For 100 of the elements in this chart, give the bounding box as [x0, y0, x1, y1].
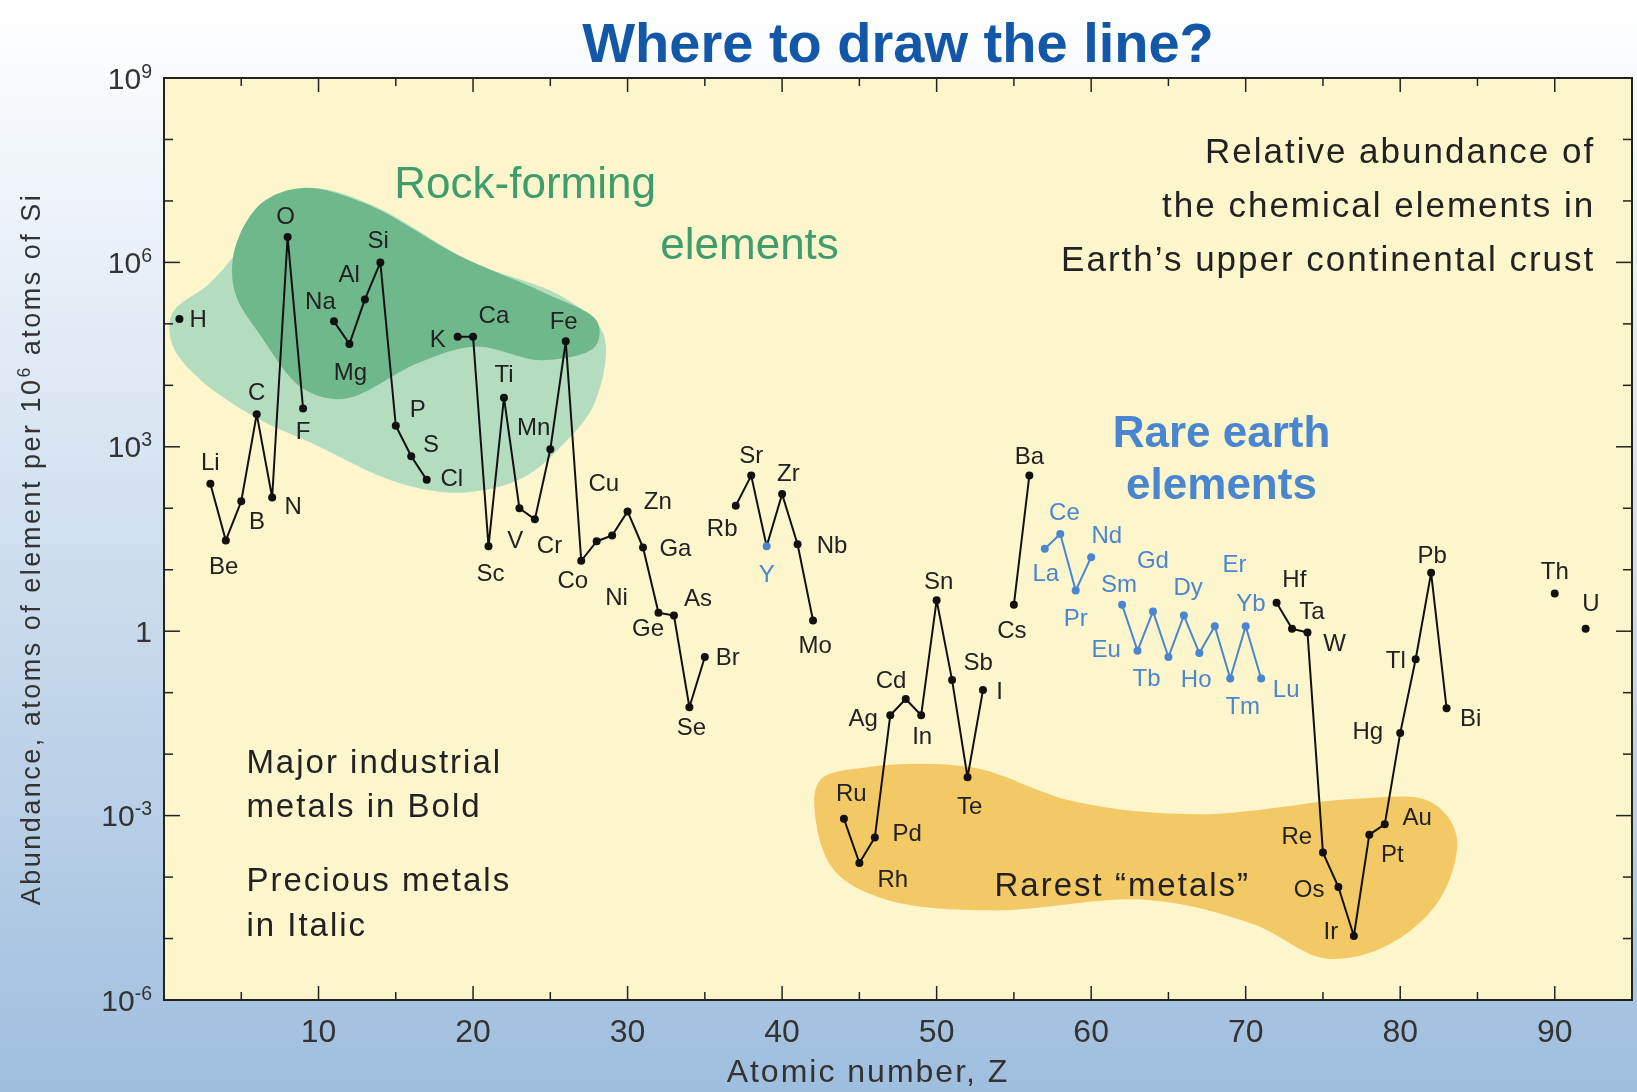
x-axis-title: Atomic number, Z	[726, 1053, 1010, 1089]
annotation: Eu	[1091, 635, 1121, 663]
annotation: Nd	[1091, 520, 1123, 548]
point	[1071, 586, 1080, 595]
annotation: Hf	[1282, 565, 1307, 593]
annotation: Ge	[632, 613, 665, 641]
annotation: Lu	[1272, 675, 1300, 703]
annotation: Er	[1222, 550, 1247, 578]
annotation: Cl	[440, 464, 464, 492]
annotation: Os	[1293, 875, 1325, 903]
annotation: Ga	[659, 533, 693, 561]
x-tick-label: 70	[1227, 1013, 1264, 1049]
annotation: Yb	[1236, 588, 1266, 616]
point	[1148, 607, 1157, 616]
x-tick-label: 40	[764, 1013, 800, 1049]
x-tick-label: 80	[1382, 1013, 1419, 1049]
annotation: Ru	[835, 779, 867, 807]
point	[1226, 674, 1235, 683]
annotation: Au	[1402, 803, 1432, 831]
annotation: Major industrial metals in Bold	[246, 742, 503, 825]
annotation: Pr	[1063, 604, 1088, 632]
annotation: Rh	[877, 864, 909, 892]
annotation: Precious metals in Italic	[246, 860, 512, 944]
point	[1241, 622, 1250, 631]
annotation: Ir	[1323, 917, 1339, 945]
point	[1210, 622, 1219, 631]
annotation: Ag	[848, 703, 878, 731]
annotation: Sc	[476, 558, 505, 586]
x-tick-label: 20	[455, 1013, 491, 1049]
y-tick-label: 10$^{-6}$	[101, 981, 152, 1017]
point	[1164, 653, 1173, 662]
annotation: Al	[338, 259, 360, 287]
annotation: As	[683, 584, 712, 612]
annotation: Rarest “metals”	[994, 865, 1251, 903]
annotation: Mo	[798, 630, 832, 658]
annotation: Cr	[536, 530, 563, 558]
annotation: Th	[1540, 556, 1569, 584]
annotation: U	[1582, 588, 1600, 616]
annotation: Tb	[1132, 664, 1161, 692]
annotation: Pd	[892, 818, 922, 846]
annotation: Ni	[605, 583, 628, 611]
x-tick-label: 60	[1073, 1013, 1109, 1049]
annotation: Li	[201, 448, 220, 476]
annotation: W	[1323, 629, 1347, 657]
annotation: F	[295, 416, 311, 444]
annotation: Mg	[333, 357, 368, 385]
annotation: Ho	[1180, 664, 1212, 692]
annotation: Ce	[1049, 497, 1080, 525]
annotation: Na	[305, 286, 337, 314]
annotation: Ba	[1014, 442, 1045, 470]
annotation: Ti	[494, 360, 514, 388]
annotation: Pt	[1380, 839, 1404, 867]
y-tick-label: 10$^{3}$	[107, 428, 152, 464]
x-tick-label: 50	[918, 1013, 955, 1049]
annotation: Cu	[588, 468, 620, 496]
point	[1087, 553, 1096, 562]
point	[1179, 611, 1188, 620]
annotation: Rare earth elements	[1112, 406, 1331, 509]
annotation: C	[248, 377, 266, 405]
annotation: I	[996, 676, 1004, 704]
annotation: Gd	[1136, 545, 1169, 573]
annotation: Tl	[1385, 645, 1406, 673]
annotation: Relative abundance of the chemical elements in Earth’s upper continental crust	[1061, 130, 1596, 279]
x-tick-label: 30	[609, 1013, 646, 1049]
annotation: Pb	[1417, 541, 1447, 569]
annotation: Be	[209, 551, 239, 579]
annotation: O	[276, 202, 295, 230]
x-tick-label: 90	[1536, 1013, 1573, 1049]
y-tick-label: 1	[135, 614, 152, 648]
annotation: Sn	[924, 566, 954, 594]
chart-title: Where to draw the line?	[582, 11, 1214, 74]
point	[1195, 649, 1204, 658]
annotation: Ca	[478, 301, 510, 329]
annotation: Se	[676, 713, 707, 741]
x-tick-label: 10	[300, 1013, 337, 1049]
annotation: Tm	[1225, 692, 1261, 720]
annotation: Rb	[706, 514, 738, 542]
annotation: Zn	[643, 487, 672, 515]
annotation: Re	[1281, 822, 1313, 850]
y-tick-label: 10$^{9}$	[107, 59, 152, 95]
point	[1133, 646, 1142, 655]
annotation: K	[429, 325, 446, 353]
y-tick-label: 10$^{-3}$	[101, 797, 152, 833]
annotation: Si	[367, 225, 389, 253]
annotation: Mn	[516, 412, 551, 440]
annotation: Sr	[739, 441, 764, 469]
annotation: B	[248, 507, 265, 535]
point	[1118, 600, 1127, 609]
annotation: Y	[758, 559, 775, 587]
annotation: V	[507, 525, 524, 553]
annotation: Br	[715, 643, 740, 671]
annotation: Hg	[1352, 717, 1384, 745]
annotation: Nb	[816, 530, 848, 558]
annotation: Rock-forming elements	[394, 158, 839, 268]
annotation: Dy	[1173, 572, 1203, 600]
annotation: Te	[956, 791, 983, 819]
y-tick-label: 10$^{6}$	[107, 243, 152, 279]
annotation: In	[912, 722, 933, 750]
annotation: Cd	[875, 665, 907, 693]
annotation: Fe	[549, 306, 578, 334]
